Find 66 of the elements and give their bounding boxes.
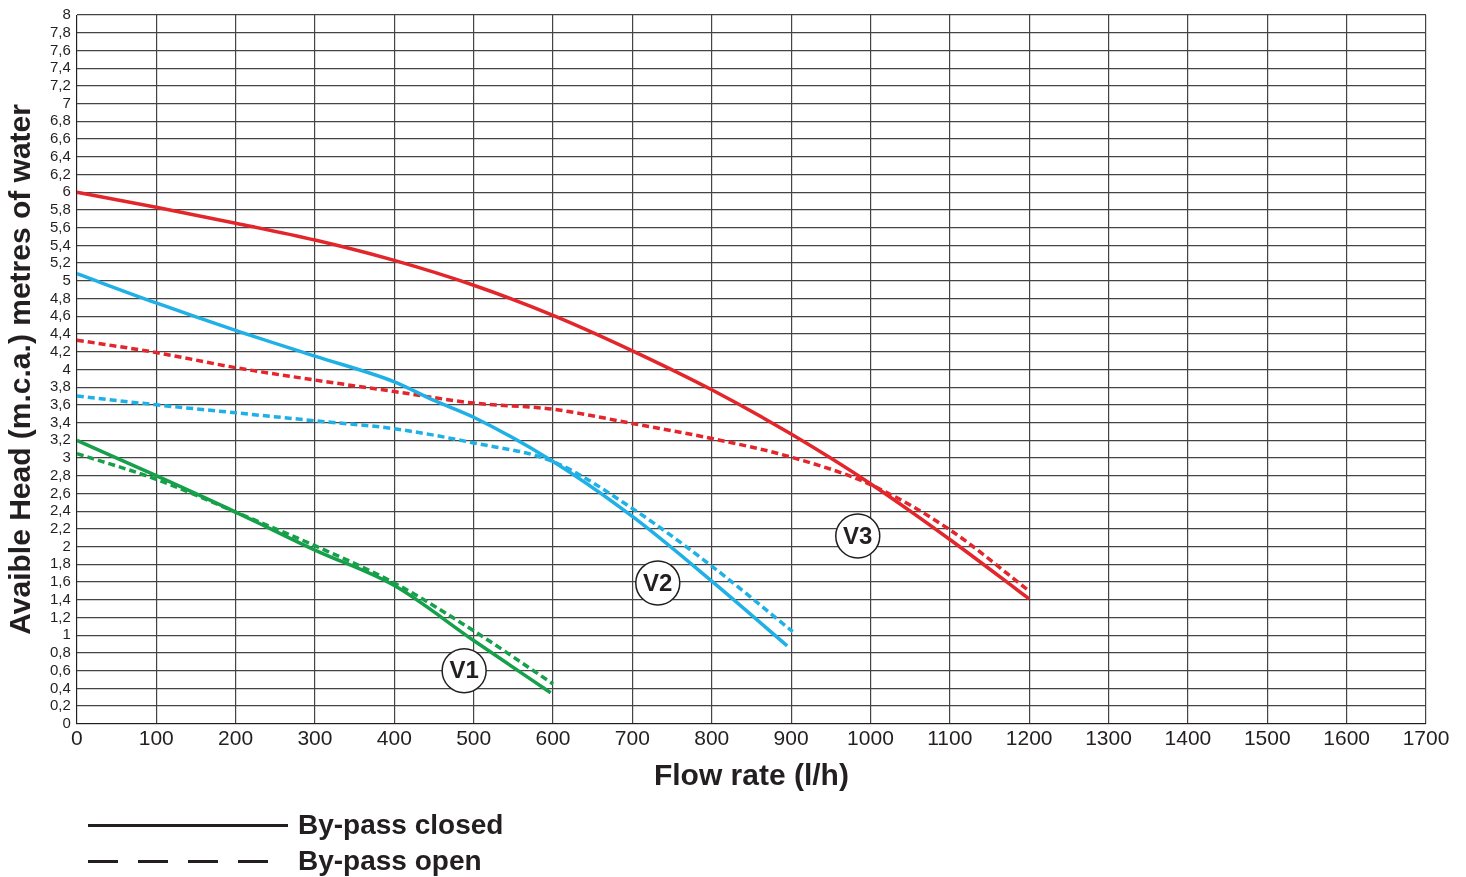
y-tick-label: 5,2 — [49, 253, 71, 271]
text: By-pass closed — [298, 809, 504, 841]
x-tick-label: 900 — [773, 726, 809, 750]
y-tick-label: 4 — [62, 359, 71, 377]
x-tick-label: 600 — [535, 726, 571, 750]
y-tick-label: 1,6 — [49, 572, 71, 590]
y-tick-label: 2,8 — [49, 465, 71, 483]
y-tick-label: 3 — [62, 448, 71, 466]
y-tick-label: 3,2 — [49, 430, 71, 448]
x-tick-label: 400 — [376, 726, 412, 750]
annotation: V1 — [449, 656, 479, 684]
y-axis-title: Avaible Head (m.c.a.) metres of water — [3, 103, 37, 635]
x-tick-label: 300 — [297, 726, 333, 750]
y-tick-label: 6,2 — [49, 164, 71, 182]
y-tick-label: 1 — [62, 625, 71, 643]
x-tick-label: 500 — [456, 726, 492, 750]
y-tick-label: 4,4 — [49, 324, 71, 342]
x-tick-label: 1500 — [1243, 726, 1291, 750]
x-tick-label: 1000 — [847, 726, 894, 750]
y-tick-label: 1,8 — [49, 554, 71, 572]
y-tick-label: 0 — [62, 713, 71, 731]
y-tick-label: 4,2 — [49, 341, 71, 359]
y-tick-label: 7,6 — [49, 40, 71, 58]
y-tick-label: 7,8 — [49, 22, 71, 40]
x-tick-label: 1700 — [1402, 726, 1450, 750]
y-tick-label: 8 — [62, 5, 71, 23]
x-tick-label: 1300 — [1085, 726, 1132, 750]
y-tick-label: 0,4 — [49, 678, 71, 696]
y-tick-label: 7,4 — [49, 58, 71, 76]
y-tick-label: 6,8 — [49, 111, 71, 129]
y-tick-label: 5,8 — [49, 200, 71, 218]
y-tick-label: 0,2 — [49, 696, 71, 714]
y-tick-label: 0,6 — [49, 660, 71, 678]
line-series — [76, 190, 1031, 601]
y-tick-label: 0,8 — [49, 643, 71, 661]
x-tick-label: 1600 — [1323, 726, 1370, 750]
x-tick-label: 700 — [614, 726, 650, 750]
annotation: V2 — [643, 568, 673, 596]
y-tick-label: 1,2 — [49, 607, 71, 625]
y-tick-label: 2 — [62, 536, 71, 554]
y-tick-label: 7,2 — [49, 76, 71, 94]
annotation: V3 — [843, 521, 873, 549]
y-tick-label: 4,6 — [49, 306, 71, 324]
y-tick-label: 6,4 — [49, 146, 71, 164]
x-axis-title: Flow rate (l/h) — [653, 758, 849, 792]
x-tick-label: 100 — [138, 726, 174, 750]
y-tick-label: 3,8 — [49, 377, 71, 395]
y-tick-label: 2,2 — [49, 519, 71, 537]
y-tick-label: 5,4 — [49, 235, 71, 253]
y-tick-label: 6 — [62, 182, 71, 200]
y-tick-label: 2,4 — [49, 501, 71, 519]
y-tick-label: 7 — [62, 93, 71, 111]
x-tick-label: 1400 — [1164, 726, 1212, 750]
y-tick-label: 5 — [62, 270, 71, 288]
x-tick-label: 1100 — [927, 726, 973, 750]
y-tick-label: 5,6 — [49, 217, 71, 235]
x-tick-label: 1200 — [1005, 726, 1053, 750]
y-tick-label: 3,6 — [49, 394, 71, 412]
y-tick-label: 1,4 — [49, 589, 71, 607]
x-tick-label: 800 — [694, 726, 730, 750]
y-tick-label: 2,6 — [49, 483, 71, 501]
y-tick-label: 4,8 — [49, 288, 71, 306]
x-tick-label: 200 — [218, 726, 254, 750]
text: By-pass open — [298, 845, 482, 877]
y-tick-label: 3,4 — [49, 412, 71, 430]
y-tick-label: 6,6 — [49, 129, 71, 147]
